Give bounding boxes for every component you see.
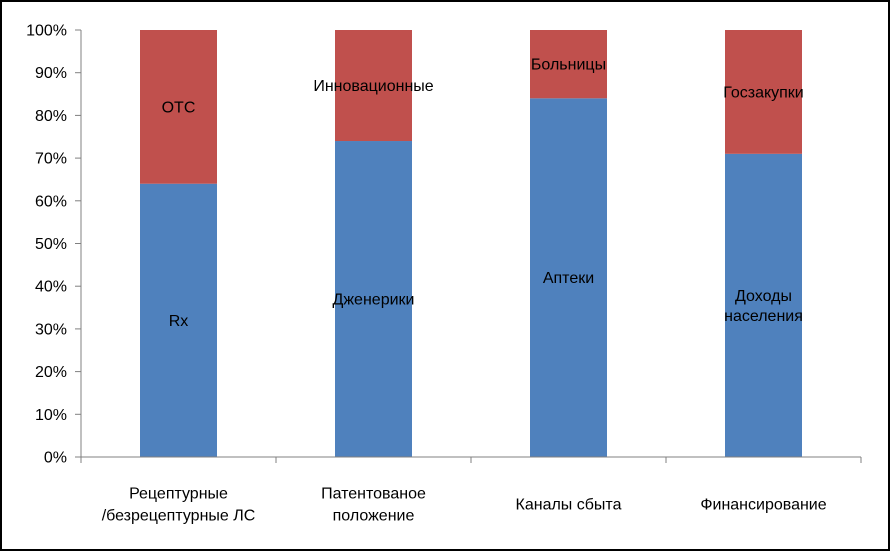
category-label-line: Рецептурные [129, 486, 228, 503]
bar-segment [725, 153, 802, 457]
segment-label: Rx [169, 313, 189, 330]
y-tick-label: 40% [35, 279, 67, 296]
segment-label-line: ОТС [162, 99, 196, 116]
y-tick-label: 60% [35, 193, 67, 210]
category-label: Патентованое положение [321, 486, 426, 525]
y-tick-label: 50% [35, 236, 67, 253]
bar-segment [530, 30, 607, 99]
y-tick-label: 100% [26, 23, 67, 40]
segment-label: Дженерики [333, 292, 415, 309]
y-tick-label: 0% [44, 450, 67, 467]
category-label-line: Патентованое [321, 486, 426, 503]
segment-label-line: Rx [169, 313, 189, 330]
y-tick-label: 10% [35, 407, 67, 424]
y-tick-label: 70% [35, 151, 67, 168]
segment-label: Госзакупки [723, 84, 804, 101]
segment-label: Больницы [531, 57, 606, 74]
y-tick-label: 30% [35, 321, 67, 338]
y-tick-label: 20% [35, 364, 67, 381]
category-label-line: /безрецептурные ЛС [102, 508, 256, 525]
segment-label-line: Инновационные [313, 78, 433, 95]
segment-label-line: Дженерики [333, 292, 415, 309]
category-label: Каналы сбыта [516, 497, 622, 514]
bar-segment [140, 183, 217, 457]
category-label-line: Финансирование [700, 497, 826, 514]
category-label-line: положение [333, 508, 415, 525]
category-label: Финансирование [700, 497, 826, 514]
bar-segment [530, 98, 607, 457]
bar-segment [335, 141, 412, 457]
y-tick-label: 80% [35, 108, 67, 125]
bar-segment [140, 30, 217, 184]
bar-segment [725, 30, 802, 154]
segment-label-line: населения [724, 308, 803, 325]
y-tick-label: 90% [35, 65, 67, 82]
segment-label: Доходы населения [724, 288, 803, 325]
category-label-line: Каналы сбыта [516, 497, 622, 514]
segment-label: ОТС [162, 99, 196, 116]
segment-label-line: Доходы [735, 288, 792, 305]
segment-label-line: Госзакупки [723, 84, 804, 101]
segment-label-line: Аптеки [543, 270, 594, 287]
segment-label-line: Больницы [531, 57, 606, 74]
segment-label: Инновационные [313, 78, 433, 95]
category-label: Рецептурные/безрецептурные ЛС [102, 486, 256, 525]
segment-label: Аптеки [543, 270, 594, 287]
bar-segment [335, 30, 412, 142]
